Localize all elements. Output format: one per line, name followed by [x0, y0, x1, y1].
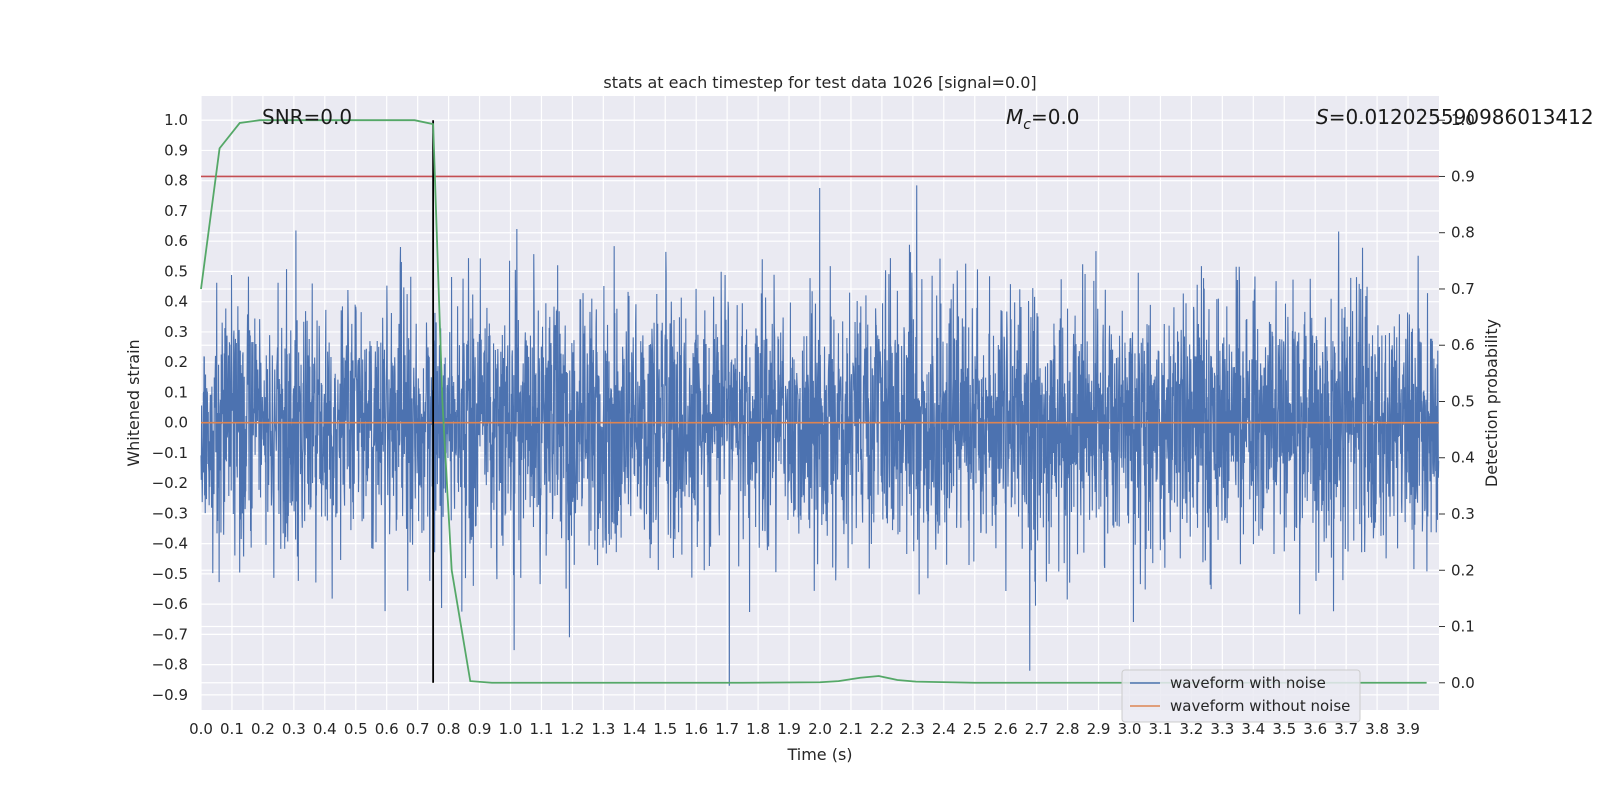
x-tick-label: 1.8	[746, 720, 770, 738]
x-tick-label: 1.0	[499, 720, 523, 738]
x-tick-label: 0.8	[437, 720, 461, 738]
x-tick-label: 0.2	[251, 720, 275, 738]
y-left-tick-label: 0.6	[164, 232, 188, 250]
x-tick-label: 3.0	[1118, 720, 1142, 738]
annotation-mc: Mc=0.0	[1006, 105, 1080, 133]
y-right-tick-label: 0.0	[1451, 674, 1475, 692]
x-tick-label: 0.4	[313, 720, 337, 738]
annotation-mc-symbol: M	[1006, 105, 1023, 129]
x-tick-label: 0.0	[189, 720, 213, 738]
y-right-axis-label: Detection probability	[1482, 319, 1501, 487]
x-tick-label: 1.2	[560, 720, 584, 738]
y-right-axis-ticks: 1.0 0.9 0.8 0.7 0.6 0.5 0.4 0.3 0.2 0.1 0.0	[1439, 111, 1475, 692]
x-tick-label: 2.0	[808, 720, 832, 738]
y-left-tick-label: 0.1	[164, 383, 188, 401]
x-tick-label: 0.7	[406, 720, 430, 738]
x-tick-label: 2.9	[1087, 720, 1111, 738]
annotation-s: S=0.012025590986013412	[1316, 105, 1594, 129]
y-left-tick-label: −0.2	[152, 474, 188, 492]
x-tick-label: 0.6	[375, 720, 399, 738]
annotation-s-value: =0.012025590986013412	[1329, 105, 1594, 129]
x-tick-label: 2.8	[1056, 720, 1080, 738]
x-tick-label: 1.3	[591, 720, 615, 738]
x-tick-label: 2.4	[932, 720, 956, 738]
x-tick-label: 2.2	[870, 720, 894, 738]
series-waveform-with-noise	[200, 185, 1440, 686]
x-tick-label: 1.5	[653, 720, 677, 738]
y-left-tick-label: −0.9	[152, 686, 188, 704]
y-right-tick-label: 0.7	[1451, 280, 1475, 298]
x-tick-label: 3.5	[1272, 720, 1296, 738]
y-left-tick-label: −0.3	[152, 504, 188, 522]
y-left-tick-label: 0.3	[164, 323, 188, 341]
y-left-tick-label: −0.7	[152, 625, 188, 643]
x-tick-label: 3.2	[1179, 720, 1203, 738]
y-left-tick-label: 0.5	[164, 262, 188, 280]
x-tick-label: 3.8	[1365, 720, 1389, 738]
y-left-tick-label: −0.6	[152, 595, 188, 613]
y-right-tick-label: 1.0	[1451, 111, 1475, 129]
x-tick-label: 3.3	[1210, 720, 1234, 738]
y-left-axis-ticks: 1.0 0.9 0.8 0.7 0.6 0.5 0.4 0.3 0.2 0.1 0.0 −0.1 −0.…	[152, 111, 188, 704]
x-tick-label: 2.6	[994, 720, 1018, 738]
legend-box	[1121, 669, 1361, 723]
x-tick-label: 2.7	[1025, 720, 1049, 738]
y-left-tick-label: −0.1	[152, 444, 188, 462]
x-tick-label: 3.7	[1334, 720, 1358, 738]
x-tick-label: 1.4	[622, 720, 646, 738]
y-right-tick-label: 0.5	[1451, 392, 1475, 410]
x-tick-label: 2.3	[901, 720, 925, 738]
x-tick-label: 0.5	[344, 720, 368, 738]
y-left-tick-label: 0.0	[164, 414, 188, 432]
y-left-tick-label: −0.5	[152, 565, 188, 583]
x-tick-label: 1.6	[684, 720, 708, 738]
annotation-snr: SNR=0.0	[262, 105, 352, 129]
x-axis-ticks: 0.0 0.1 0.2 0.3 0.4 0.5 0.6 0.7 0.8 0.9 1.0 1.1 1.2 1…	[189, 720, 1420, 738]
y-left-tick-label: 0.7	[164, 202, 188, 220]
y-right-tick-label: 0.3	[1451, 505, 1475, 523]
legend-label-clean: waveform without noise	[1170, 697, 1350, 715]
x-tick-label: 3.1	[1149, 720, 1173, 738]
x-axis-label: Time (s)	[786, 745, 852, 764]
x-tick-label: 3.9	[1396, 720, 1420, 738]
y-left-tick-label: 0.9	[164, 141, 188, 159]
x-tick-label: 1.7	[715, 720, 739, 738]
y-left-tick-label: 0.2	[164, 353, 188, 371]
x-tick-label: 2.1	[839, 720, 863, 738]
x-tick-label: 1.9	[777, 720, 801, 738]
x-tick-label: 3.4	[1241, 720, 1265, 738]
series-detection-probability	[200, 119, 1427, 684]
y-right-tick-label: 0.4	[1451, 449, 1475, 467]
y-left-tick-label: 0.4	[164, 293, 188, 311]
y-left-tick-label: 0.8	[164, 172, 188, 190]
annotation-mc-subscript: c	[1023, 117, 1031, 133]
annotation-mc-value: =0.0	[1031, 105, 1080, 129]
series-layer	[200, 119, 1440, 686]
y-left-tick-label: −0.4	[152, 535, 188, 553]
y-right-tick-label: 0.8	[1451, 224, 1475, 242]
annotation-s-symbol: S	[1316, 105, 1329, 129]
x-tick-label: 0.3	[282, 720, 306, 738]
y-right-tick-label: 0.1	[1451, 618, 1475, 636]
y-right-tick-label: 0.2	[1451, 561, 1475, 579]
y-left-tick-label: −0.8	[152, 656, 188, 674]
x-tick-label: 0.1	[220, 720, 244, 738]
y-right-tick-label: 0.6	[1451, 336, 1475, 354]
y-left-tick-label: 1.0	[164, 111, 188, 129]
x-tick-label: 0.9	[468, 720, 492, 738]
x-tick-label: 3.6	[1303, 720, 1327, 738]
y-right-tick-label: 0.9	[1451, 167, 1475, 185]
y-left-axis-label: Whitened strain	[124, 339, 143, 466]
legend: waveform with noise waveform without noi…	[1121, 669, 1361, 723]
x-tick-label: 2.5	[963, 720, 987, 738]
x-tick-label: 1.1	[530, 720, 554, 738]
legend-label-noise: waveform with noise	[1170, 674, 1326, 692]
chart-title: stats at each timestep for test data 102…	[603, 73, 1036, 92]
